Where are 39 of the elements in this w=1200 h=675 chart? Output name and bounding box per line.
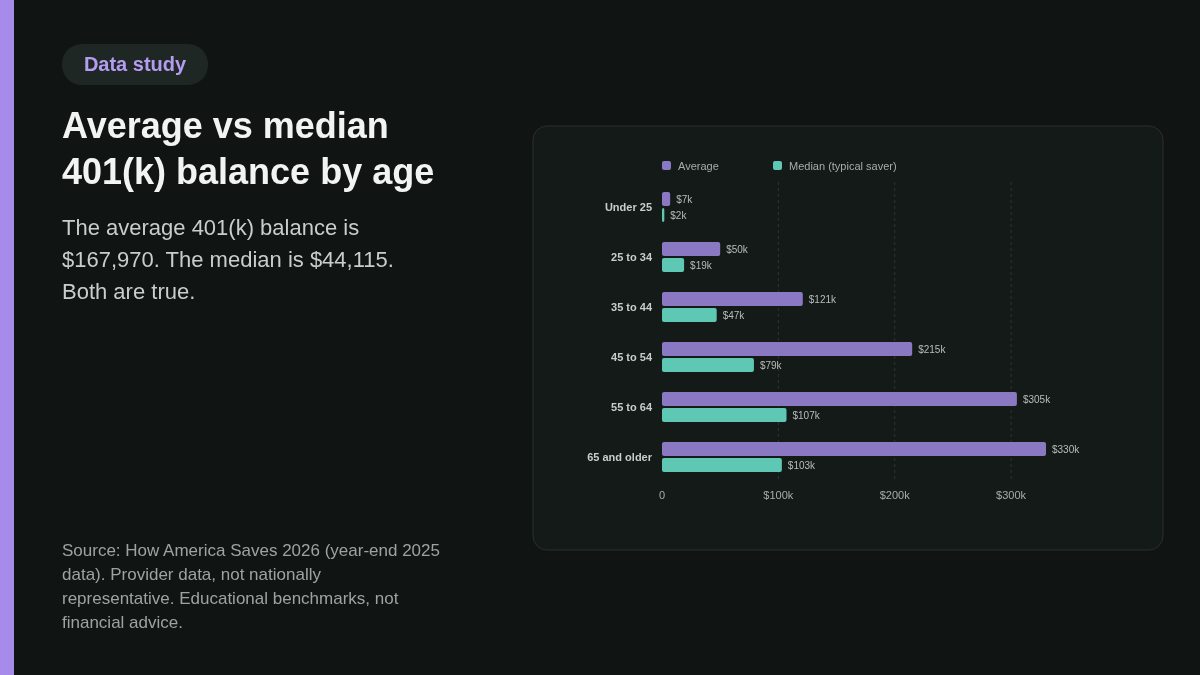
text: The average 401(k) balance is $167,970. The median is $44,115. Both are true. (62, 215, 400, 304)
y-tick-label: 25 to 34 (611, 251, 653, 263)
text: Data study (83, 53, 187, 75)
bar (662, 408, 787, 422)
data-label: $215k (918, 344, 947, 355)
data-label: $50k (726, 244, 749, 255)
y-tick-label: 35 to 44 (611, 301, 653, 313)
legend-label: Median (typical saver) (789, 160, 897, 172)
x-tick-label: $100k (763, 489, 794, 501)
y-tick-label: 65 and older (587, 451, 653, 463)
bar (662, 392, 1017, 406)
source-note: Source: How America Saves 2026 (year-end 2025 data). Provider data, not nationally representative. Educational benchmarks, not financial advice. (62, 541, 440, 632)
data-label: $19k (690, 260, 713, 271)
x-tick-label: $200k (879, 489, 911, 501)
data-label: $7k (676, 194, 694, 205)
bar (662, 192, 671, 206)
data-label: $2k (670, 210, 688, 221)
bar (662, 458, 782, 472)
data-label: $330k (1052, 444, 1081, 455)
data-label: $79k (759, 360, 783, 371)
bar (662, 342, 913, 356)
bar (662, 258, 685, 272)
bar (662, 292, 803, 306)
data-label: $103k (787, 460, 817, 471)
data-label: $47k (722, 310, 746, 321)
bar (662, 308, 717, 322)
data-label: $107k (792, 410, 821, 421)
y-tick-label: 55 to 64 (611, 401, 653, 413)
data-label: $305k (1022, 394, 1052, 405)
bar (662, 358, 754, 372)
y-tick-label: 45 to 54 (611, 351, 653, 363)
x-tick-label: 0 (658, 489, 666, 501)
bar (662, 242, 721, 256)
x-tick-label: $300k (996, 489, 1027, 501)
text: Average vs median 401(k) balance by age (62, 105, 435, 192)
legend-label: Average (678, 160, 719, 172)
bar (662, 442, 1046, 456)
y-tick-label: Under 25 (604, 201, 652, 213)
data-label: $121k (808, 294, 838, 305)
